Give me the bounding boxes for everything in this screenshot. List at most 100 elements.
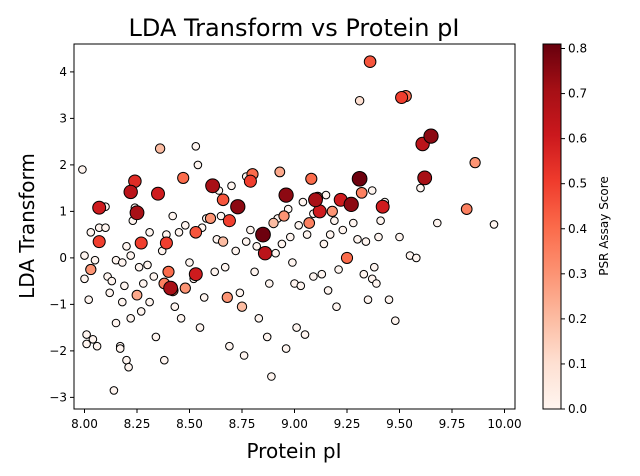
scatter-point [210,267,219,277]
x-axis-label: Protein pI [246,439,341,463]
scatter-point [300,330,310,339]
scatter-point [363,295,373,305]
scatter-point [199,293,209,302]
y-axis-ticks: −3 −2 −1 0 1 2 3 4 [49,65,74,404]
scatter-point [134,262,144,272]
scatter-point [151,332,161,342]
scatter-point [330,216,339,225]
colorbar-tick-label: 0.8 [568,42,587,56]
scatter-point [375,199,390,214]
scatter-point [412,253,421,263]
scatter-point [274,166,286,178]
scatter-point [131,289,143,301]
y-tick-label: −3 [49,390,67,404]
scatter-point [395,90,409,105]
scatter-point [305,172,318,185]
scatter-point [149,272,159,281]
scatter-point [115,344,125,353]
colorbar-ticks: 0.0 0.1 0.2 0.3 0.4 0.5 0.6 0.7 0.8 [561,42,587,416]
y-tick-label: 1 [59,204,67,218]
scatter-point [359,269,369,279]
scatter-point [354,95,365,106]
scatter-point [317,269,327,279]
scatter-point [107,276,117,286]
scatter-point [417,170,433,186]
scatter-point [268,217,279,229]
scatter-point [433,218,442,228]
scatter-point [286,232,295,242]
scatter-point [123,184,138,200]
scatter-point [363,55,377,69]
scatter-point [323,286,333,295]
scatter-point [294,221,304,230]
scatter-point [252,242,262,251]
scatter-point [122,242,131,251]
scatter-point [92,341,102,351]
scatter-point [82,339,91,349]
scatter-point [370,262,379,272]
scatter-point [355,186,368,199]
scatter-point [191,142,201,151]
scatter-point [126,314,135,323]
scatter-point [271,248,280,258]
scatter-point [395,232,404,242]
scatter-point [118,258,127,267]
colorbar-tick-label: 0.5 [568,177,587,191]
scatter-point [351,170,368,187]
chart-title: LDA Transform vs Protein pI [129,14,460,42]
scatter-point [105,288,114,298]
scatter-point [86,228,96,237]
scatter-point [195,323,205,332]
scatter-point [235,288,245,298]
y-axis-label: LDA Transform [15,153,39,299]
x-tick-label: 8.50 [176,417,203,431]
scatter-point [222,214,236,228]
scatter-point [111,318,121,328]
scatter-point [145,297,154,307]
scatter-point [281,344,291,353]
scatter-point [159,236,173,250]
scatter-point [353,235,362,244]
colorbar-tick-label: 0.4 [568,222,587,236]
scatter-point [236,301,248,312]
y-tick-label: 3 [59,111,67,125]
x-tick-label: 8.75 [229,417,256,431]
scatter-point [216,193,230,207]
scatter-point [372,279,381,288]
scatter-point [216,211,226,221]
scatter-point [120,281,129,291]
colorbar [542,43,562,410]
scatter-point [92,235,106,249]
scatter-point [193,160,203,170]
scatter-point [126,251,135,260]
scatter-point [340,251,354,264]
scatter-point [80,274,89,284]
scatter-point [162,265,175,278]
scatter-point [134,236,148,250]
scatter-point [88,335,98,344]
scatter-point [227,181,236,191]
scatter-point [277,239,287,249]
scatter-point [278,187,294,203]
scatter-point [85,263,97,276]
scatter-point [82,330,91,339]
scatter-point [92,200,107,215]
scatter-point [241,237,251,246]
colorbar-tick-label: 0.7 [568,87,587,101]
colorbar-tick-label: 0.1 [568,357,587,371]
scatter-point [181,221,190,230]
scatter-point [278,210,290,222]
scatter-point [460,203,473,215]
scatter-point [265,279,274,288]
scatter-points [78,55,499,395]
scatter-point [309,272,318,281]
scatter-point [326,205,338,218]
scatter-point [145,228,154,237]
scatter-point [257,246,273,261]
scatter-point [160,355,169,365]
scatter-point [343,196,359,213]
scatter-point [325,230,335,239]
y-tick-label: −1 [49,297,67,311]
scatter-point [267,372,276,381]
